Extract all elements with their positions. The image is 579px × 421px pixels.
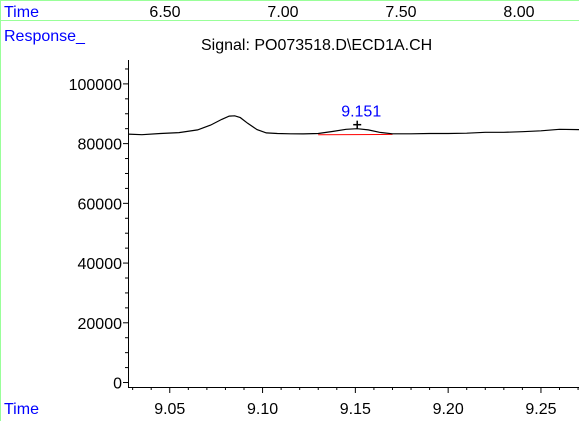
top-axis-tick-label: 8.00 [503, 4, 534, 21]
top-axis-tick-labels: 6.50 7.00 7.50 8.00 [149, 4, 534, 21]
top-axis-tick-label: 6.50 [149, 4, 180, 21]
x-tick-label: 9.05 [154, 401, 185, 418]
peak-label: 9.151 [341, 104, 381, 121]
y-tick-label: 0 [113, 376, 122, 393]
y-tick-label: 40000 [78, 256, 123, 273]
x-tick-label: 9.15 [340, 401, 371, 418]
signal-trace [127, 115, 579, 136]
x-axis-label: Time [4, 401, 39, 418]
top-axis-tick-label: 7.00 [267, 4, 298, 21]
x-axis-ticks: 9.05 9.10 9.15 9.20 9.25 [132, 387, 579, 418]
top-axis-tick-label: 7.50 [385, 4, 416, 21]
y-tick-label: 60000 [78, 196, 123, 213]
peak-marker [353, 120, 362, 129]
y-axis-ticks: 0 20000 40000 60000 80000 100000 [69, 68, 128, 393]
chart-title: Signal: PO073518.D\ECD1A.CH [201, 37, 432, 54]
x-tick-label: 9.10 [247, 401, 278, 418]
x-tick-label: 9.20 [433, 401, 464, 418]
y-tick-label: 100000 [69, 77, 122, 94]
x-tick-label: 9.25 [525, 401, 556, 418]
y-tick-label: 20000 [78, 316, 123, 333]
y-axis-label: Response_ [4, 28, 86, 45]
y-tick-label: 80000 [78, 137, 123, 154]
top-axis-label: Time [4, 4, 39, 21]
